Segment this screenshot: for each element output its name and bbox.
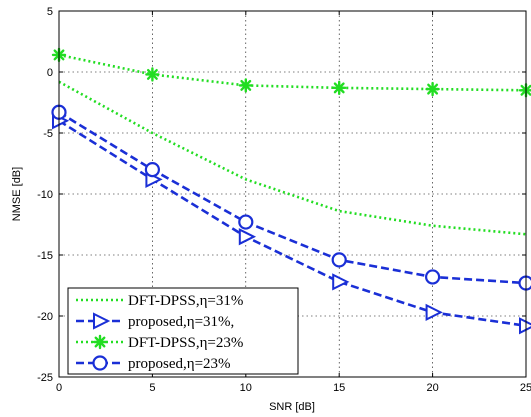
series-line <box>58 119 527 328</box>
legend-label: DFT-DPSS,η=31% <box>128 293 243 309</box>
series-line <box>58 53 527 92</box>
x-tick-label: 0 <box>56 382 62 394</box>
y-tick-label: -20 <box>37 311 53 323</box>
asterisk-stroke <box>427 83 439 95</box>
asterisk-stroke <box>146 68 158 80</box>
asterisk-marker <box>332 80 347 96</box>
triangle-marker <box>425 303 443 321</box>
y-tick-label: 5 <box>47 6 53 18</box>
circle-marker <box>331 252 347 268</box>
legend-label: proposed,η=31%, <box>128 314 234 330</box>
x-tick-label: 10 <box>240 382 252 394</box>
x-axis-label: SNR [dB] <box>269 401 315 413</box>
triangle-marker <box>332 273 350 291</box>
series-line <box>58 111 527 285</box>
circle-marker <box>144 162 160 178</box>
asterisk-stroke <box>333 82 345 94</box>
legend-entry: proposed,η=23% <box>76 355 231 372</box>
legend: DFT-DPSS,η=31% proposed,η=31%, DFT-DPSS,η=… <box>67 287 299 375</box>
asterisk-marker <box>425 81 440 97</box>
x-tick-label: 20 <box>426 382 438 394</box>
legend-entry: proposed,η=31%, <box>76 312 234 330</box>
legend-entry: DFT-DPSS,η=23% <box>76 334 243 351</box>
circle-marker <box>518 275 531 291</box>
circle-marker <box>425 269 441 285</box>
asterisk-stroke <box>94 336 106 348</box>
y-tick-label: -25 <box>37 372 53 384</box>
x-tick-label: 5 <box>149 382 155 394</box>
triangle-marker <box>93 312 111 330</box>
asterisk-stroke <box>240 79 252 91</box>
asterisk-marker <box>238 78 254 93</box>
series-4 <box>51 104 531 291</box>
y-tick-label: -15 <box>37 250 53 262</box>
plot-frame <box>58 10 527 378</box>
series-line <box>58 80 527 236</box>
series-3 <box>51 47 531 98</box>
asterisk-marker <box>145 67 160 82</box>
y-tick-label: -5 <box>43 128 53 140</box>
x-tick-label: 25 <box>520 382 531 394</box>
circle-marker <box>92 355 108 371</box>
y-tick-label: -10 <box>37 189 53 201</box>
y-tick-label: 0 <box>47 67 53 79</box>
legend-label: proposed,η=23% <box>128 356 231 372</box>
series-1 <box>58 80 527 236</box>
asterisk-marker <box>92 334 108 350</box>
series-layer <box>51 47 531 335</box>
x-tick-label: 15 <box>333 382 345 394</box>
y-axis-label: NMSE [dB] <box>11 167 23 221</box>
circle-marker <box>238 214 254 230</box>
legend-label: DFT-DPSS,η=23% <box>128 335 243 351</box>
triangle-marker <box>238 228 257 246</box>
legend-entry: DFT-DPSS,η=31% <box>76 293 243 309</box>
